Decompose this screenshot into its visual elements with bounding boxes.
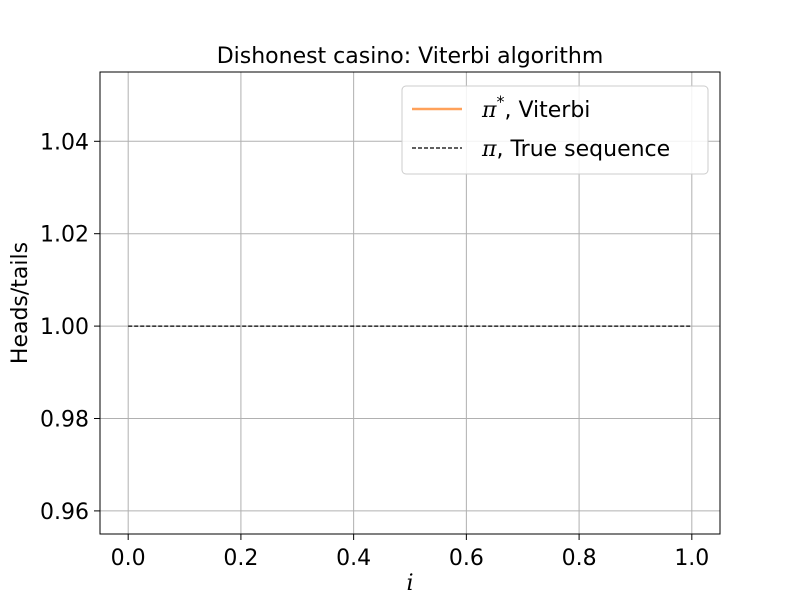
chart-title: Dishonest casino: Viterbi algorithm <box>217 44 604 69</box>
y-tick-label: 1.00 <box>40 315 89 340</box>
y-tick-label: 0.98 <box>40 408 89 433</box>
x-tick-label: 0.2 <box>223 546 258 571</box>
x-tick-label: 0.6 <box>449 546 484 571</box>
x-tick-label: 0.8 <box>562 546 597 571</box>
y-tick-label: 1.04 <box>40 130 89 155</box>
y-axis-label: Heads/tails <box>8 242 33 364</box>
ticks: 0.0 0.2 0.4 0.6 0.8 1.0 0.96 0.98 1.00 1.02 1.04 <box>40 130 709 571</box>
legend-box <box>401 85 709 175</box>
legend-label: π*, Viterbi <box>481 92 590 123</box>
x-tick-label: 0.0 <box>111 546 146 571</box>
y-tick-label: 1.02 <box>40 223 89 248</box>
legend-label: π, True sequence <box>481 137 670 162</box>
x-axis-label: i <box>406 571 413 596</box>
x-tick-label: 1.0 <box>674 546 709 571</box>
y-tick-label: 0.96 <box>40 500 89 525</box>
legend: π*, Viterbi π, True sequence <box>401 85 709 175</box>
x-tick-label: 0.4 <box>336 546 371 571</box>
plot-frame <box>99 71 721 535</box>
